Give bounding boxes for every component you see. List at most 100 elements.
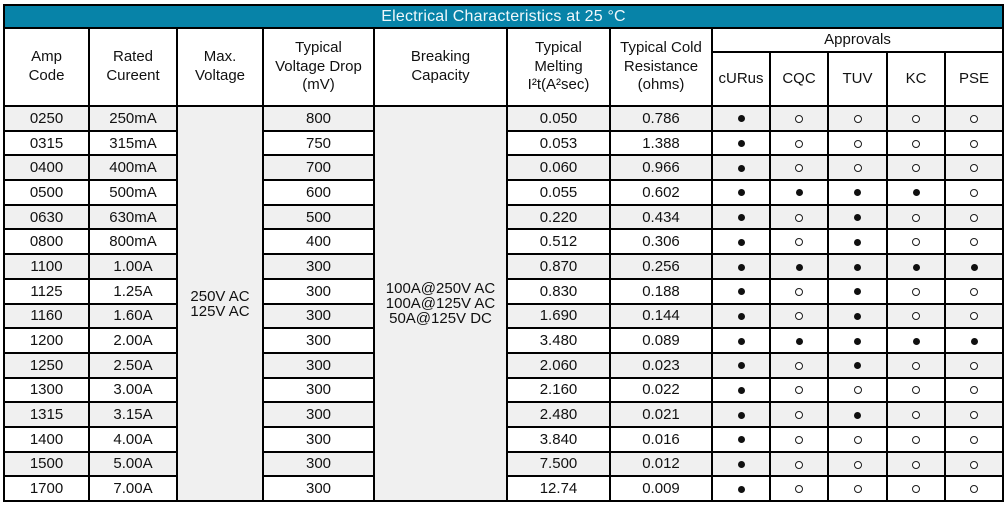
approval-open-circle-icon	[912, 164, 920, 173]
cell-cold-resistance: 0.786	[609, 105, 713, 132]
table-header: Electrical Characteristics at 25 °C Amp …	[2, 4, 1005, 107]
cell-approval-kc	[886, 376, 946, 404]
cell-approval-curus	[711, 425, 771, 453]
cell-voltage-drop: 300	[262, 277, 375, 305]
approval-filled-dot-icon	[854, 362, 861, 370]
cell-approval-tuv	[827, 475, 888, 502]
electrical-characteristics-table: Electrical Characteristics at 25 °C Amp …	[2, 4, 1005, 502]
cell-amp-code: 1200	[3, 327, 90, 354]
approval-open-circle-icon	[970, 238, 979, 247]
approval-open-circle-icon	[912, 411, 920, 420]
cell-approval-tuv	[827, 376, 888, 404]
cell-approval-tuv	[827, 302, 888, 330]
approval-open-circle-icon	[912, 485, 920, 494]
cell-melting-i2t: 0.870	[506, 253, 611, 280]
cell-approval-pse	[943, 302, 1005, 330]
cell-approval-curus	[711, 105, 771, 132]
table-row: 0500 500mA 600 0.055 0.602	[3, 179, 1005, 206]
cell-amp-code: 1160	[3, 302, 90, 330]
cell-approval-curus	[711, 228, 771, 256]
cell-voltage-drop: 300	[262, 376, 375, 404]
cell-melting-i2t: 12.74	[506, 475, 611, 502]
cell-voltage-drop: 750	[262, 129, 375, 157]
approval-filled-dot-icon	[912, 189, 920, 197]
approval-open-circle-icon	[795, 139, 803, 148]
cell-voltage-drop: 400	[262, 228, 375, 256]
cell-approval-pse	[943, 203, 1005, 231]
cell-approval-cqc	[769, 302, 829, 330]
approval-filled-dot-icon	[737, 115, 745, 123]
cell-approval-cqc	[769, 277, 829, 305]
approval-open-circle-icon	[970, 188, 979, 197]
approval-open-circle-icon	[795, 287, 803, 296]
cell-cold-resistance: 0.012	[609, 450, 713, 478]
approval-filled-dot-icon	[737, 386, 745, 394]
cell-melting-i2t: 0.053	[506, 129, 611, 157]
col-header-curus: cURus	[711, 51, 771, 107]
cell-approval-kc	[886, 129, 946, 157]
cell-approval-kc	[886, 425, 946, 453]
cell-cold-resistance: 0.089	[609, 327, 713, 354]
cell-approval-curus	[711, 475, 771, 502]
approval-filled-dot-icon	[737, 140, 745, 148]
cell-cold-resistance: 0.144	[609, 302, 713, 330]
cell-approval-curus	[711, 401, 771, 428]
col-header-tuv: TUV	[827, 51, 888, 107]
cell-voltage-drop: 300	[262, 253, 375, 280]
cell-approval-curus	[711, 376, 771, 404]
cell-approval-cqc	[769, 475, 829, 502]
cell-approval-curus	[711, 450, 771, 478]
cell-voltage-drop: 300	[262, 302, 375, 330]
table-row: 1160 1.60A 300 1.690 0.144	[3, 302, 1005, 330]
approval-open-circle-icon	[912, 361, 920, 370]
col-header-pse: PSE	[943, 51, 1005, 107]
approval-open-circle-icon	[853, 386, 862, 395]
approval-filled-dot-icon	[737, 164, 745, 172]
col-header-rated-current: Rated Cureent	[88, 27, 178, 107]
cell-amp-code: 1300	[3, 376, 90, 404]
cell-approval-tuv	[827, 203, 888, 231]
approval-open-circle-icon	[795, 485, 803, 494]
cell-approval-curus	[711, 327, 771, 354]
cell-cold-resistance: 0.009	[609, 475, 713, 502]
cell-rated-current: 2.00A	[88, 327, 178, 354]
approval-open-circle-icon	[970, 435, 979, 444]
cell-melting-i2t: 0.830	[506, 277, 611, 305]
cell-approval-kc	[886, 277, 946, 305]
cell-approval-pse	[943, 154, 1005, 182]
cell-amp-code: 0630	[3, 203, 90, 231]
cell-approval-cqc	[769, 203, 829, 231]
cell-approval-curus	[711, 154, 771, 182]
cell-voltage-drop: 300	[262, 401, 375, 428]
approval-filled-dot-icon	[854, 288, 861, 296]
cell-approval-kc	[886, 475, 946, 502]
cell-approval-pse	[943, 327, 1005, 354]
approval-open-circle-icon	[912, 386, 920, 395]
approval-filled-dot-icon	[970, 263, 978, 271]
table-row: 1125 1.25A 300 0.830 0.188	[3, 277, 1005, 305]
approval-open-circle-icon	[853, 460, 862, 469]
cell-melting-i2t: 0.050	[506, 105, 611, 132]
approval-open-circle-icon	[795, 238, 803, 247]
approval-filled-dot-icon	[737, 436, 745, 444]
cell-melting-i2t: 0.220	[506, 203, 611, 231]
table-row: 0630 630mA 500 0.220 0.434	[3, 203, 1005, 231]
cell-amp-code: 1100	[3, 253, 90, 280]
cell-approval-tuv	[827, 228, 888, 256]
cell-voltage-drop: 600	[262, 179, 375, 206]
approval-filled-dot-icon	[737, 337, 745, 345]
cell-rated-current: 315mA	[88, 129, 178, 157]
approval-filled-dot-icon	[737, 288, 745, 296]
cell-breaking-capacity-merged: 100A@250V AC 100A@125V AC 50A@125V DC	[373, 105, 508, 502]
cell-amp-code: 1400	[3, 425, 90, 453]
cell-voltage-drop: 500	[262, 203, 375, 231]
cell-rated-current: 250mA	[88, 105, 178, 132]
cell-approval-pse	[943, 277, 1005, 305]
cell-approval-pse	[943, 179, 1005, 206]
cell-approval-kc	[886, 401, 946, 428]
cell-melting-i2t: 3.480	[506, 327, 611, 354]
col-header-cold-resistance: Typical Cold Resistance (ohms)	[609, 27, 713, 107]
cell-rated-current: 3.00A	[88, 376, 178, 404]
cell-melting-i2t: 2.160	[506, 376, 611, 404]
col-header-approvals: Approvals	[710, 27, 1005, 53]
